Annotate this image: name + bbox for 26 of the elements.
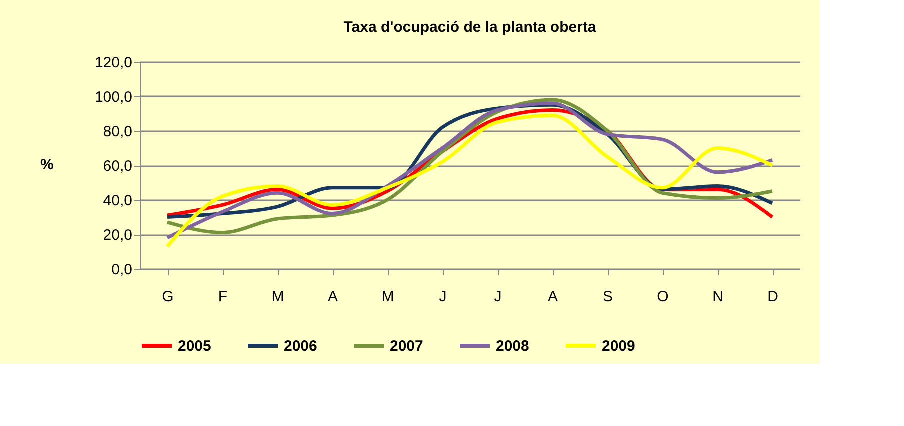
- x-tick-label: F: [218, 288, 228, 306]
- x-tick-label: J: [439, 288, 447, 306]
- y-tick-label: 80,0: [103, 124, 132, 140]
- x-tick-label: M: [382, 288, 394, 306]
- legend-label: 2006: [284, 338, 318, 355]
- y-tick-label: 120,0: [94, 54, 132, 72]
- x-tick-label: G: [162, 288, 174, 306]
- x-tick-label: O: [657, 288, 669, 306]
- y-tick-label: 0,0: [112, 262, 132, 278]
- x-tick-label: S: [602, 288, 614, 306]
- y-tick-label: 100,0: [94, 89, 132, 106]
- legend-label: 2008: [496, 338, 530, 355]
- x-tick-label: A: [328, 288, 338, 306]
- legend-label: 2007: [390, 338, 424, 355]
- x-tick-label: A: [548, 288, 558, 306]
- y-axis-title: %: [40, 156, 54, 174]
- legend-label: 2009: [602, 338, 636, 355]
- y-tick-label: 60,0: [103, 158, 132, 175]
- x-tick-label: N: [712, 288, 724, 306]
- y-tick-label: 40,0: [103, 192, 132, 210]
- legend-label: 2005: [178, 338, 212, 355]
- y-tick-label: 20,0: [103, 227, 132, 244]
- chart-title: Taxa d'ocupació de la planta oberta: [344, 19, 597, 36]
- x-tick-label: M: [272, 288, 284, 306]
- x-tick-label: D: [768, 288, 779, 306]
- x-tick-label: J: [494, 288, 502, 306]
